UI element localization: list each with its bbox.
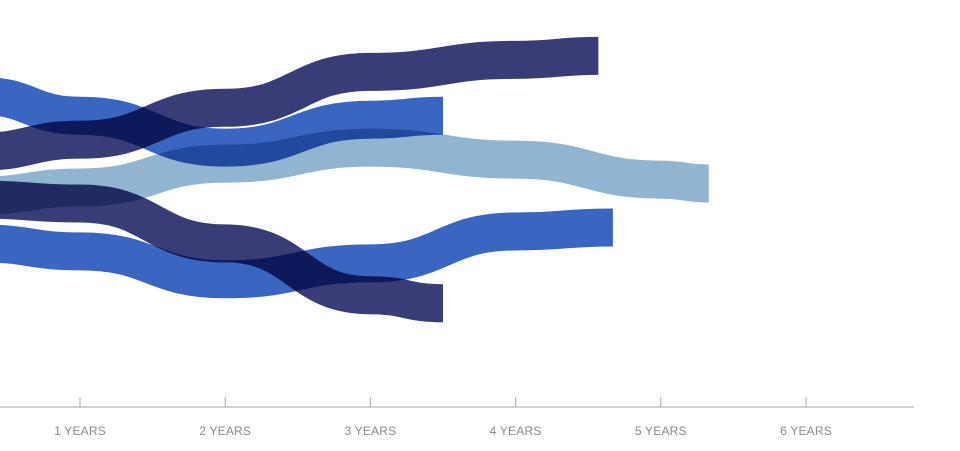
x-tick-label: 3 YEARS xyxy=(344,424,396,438)
series-band-4 xyxy=(0,180,444,323)
series-band-3 xyxy=(0,78,444,167)
x-tick-label: 4 YEARS xyxy=(490,424,542,438)
series-bands xyxy=(0,36,710,323)
x-axis: 1 YEARS 2 YEARS 3 YEARS 4 YEARS 5 YEARS 6 YEA… xyxy=(0,397,914,438)
x-tick-label: 1 YEARS xyxy=(54,424,106,438)
x-tick-label: 5 YEARS xyxy=(635,424,687,438)
series-band-2 xyxy=(0,36,599,170)
x-tick-label: 6 YEARS xyxy=(780,424,832,438)
series-band-5 xyxy=(0,208,613,299)
x-tick-label: 2 YEARS xyxy=(199,424,251,438)
